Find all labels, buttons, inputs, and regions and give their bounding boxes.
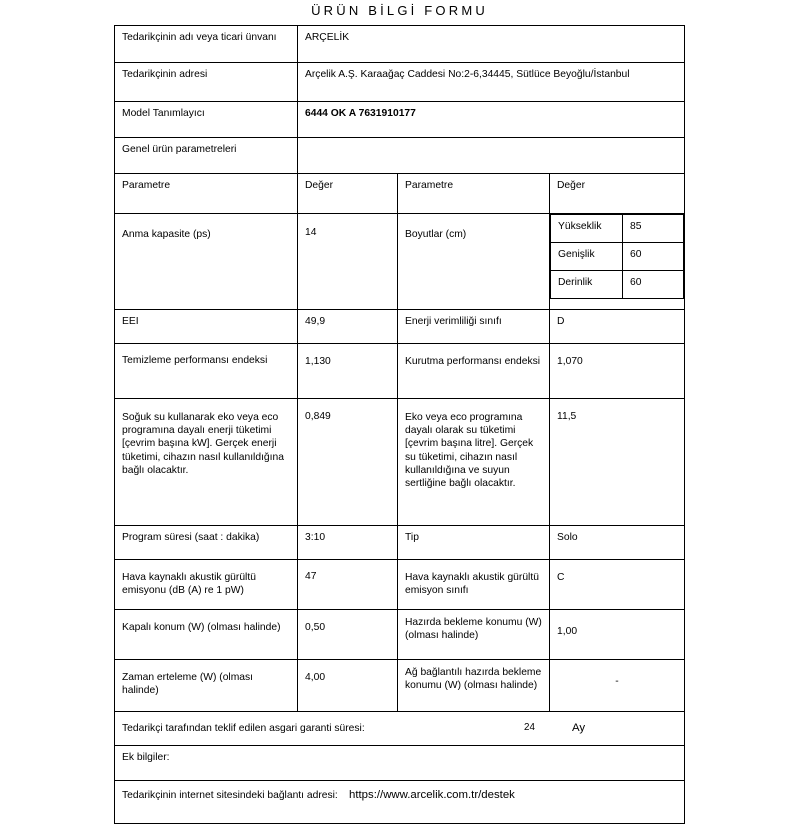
dimensions-label: Boyutlar (cm) xyxy=(397,213,550,310)
supplier-name-value: ARÇELİK xyxy=(296,25,686,63)
table-row-off-mode: Kapalı konum (W) (olması halinde) 0,50 H… xyxy=(114,609,686,660)
table-row-performance: Temizleme performansı endeksi 1,130 Kuru… xyxy=(114,343,686,399)
table-row-consumption: Soğuk su kullanarak eko veya eco program… xyxy=(114,398,686,526)
off-mode-value: 0,50 xyxy=(297,609,398,660)
table-row-delay-start: Zaman erteleme (W) (olması halinde) 4,00… xyxy=(114,659,686,712)
supplier-address-label: Tedarikçinin adresi xyxy=(114,62,298,102)
warranty-value: 24 xyxy=(524,722,535,733)
table-row-website-link: Tedarikçinin internet sitesindeki bağlan… xyxy=(113,780,686,824)
eei-label: EEI xyxy=(114,309,298,344)
dimension-depth-value: 60 xyxy=(622,270,685,299)
page-title: ÜRÜN BİLGİ FORMU xyxy=(311,3,488,18)
dimension-row-depth: Derinlik 60 xyxy=(549,270,685,299)
warranty-cell: Tedarikçi tarafından teklif edilen asgar… xyxy=(113,711,686,746)
dimension-row-width: Genişlik 60 xyxy=(549,242,685,271)
header-value-left: Değer xyxy=(297,173,398,214)
drying-performance-value: 1,070 xyxy=(548,343,686,399)
header-parameter-right: Parametre xyxy=(397,173,550,214)
table-row-supplier-address: Tedarikçinin adresi Arçelik A.Ş. Karaağa… xyxy=(114,62,686,102)
capacity-value: 14 xyxy=(297,213,398,310)
website-link-label: Tedarikçinin internet sitesindeki bağlan… xyxy=(122,790,338,801)
noise-emission-value: 47 xyxy=(297,559,398,610)
energy-class-value: D xyxy=(548,309,686,344)
table-row-noise: Hava kaynaklı akustik gürültü emisyonu (… xyxy=(114,559,686,610)
delay-start-value: 4,00 xyxy=(297,659,398,712)
dimension-width-value: 60 xyxy=(622,242,685,271)
product-information-table: Tedarikçinin adı veya ticari ünvanı ARÇE… xyxy=(113,25,686,824)
eei-value: 49,9 xyxy=(297,309,398,344)
supplier-name-label: Tedarikçinin adı veya ticari ünvanı xyxy=(114,25,298,63)
supplier-address-value: Arçelik A.Ş. Karaağaç Caddesi No:2-6,344… xyxy=(296,62,686,102)
website-link-cell: Tedarikçinin internet sitesindeki bağlan… xyxy=(113,780,686,824)
table-row-supplier-name: Tedarikçinin adı veya ticari ünvanı ARÇE… xyxy=(114,25,686,63)
dimension-row-height: Yükseklik 85 xyxy=(549,214,685,243)
cleaning-performance-label: Temizleme performansı endeksi xyxy=(114,343,298,399)
table-row-duration: Program süresi (saat : dakika) 3:10 Tip … xyxy=(114,525,686,560)
standby-mode-value: 1,00 xyxy=(548,609,686,660)
water-consumption-value: 11,5 xyxy=(548,398,686,526)
extra-info-label: Ek bilgiler: xyxy=(113,745,686,781)
header-value-right: Değer xyxy=(548,173,686,214)
networked-standby-value: - xyxy=(548,659,686,712)
table-row-capacity: Anma kapasite (ps) 14 Boyutlar (cm) Yüks… xyxy=(114,213,686,310)
type-value: Solo xyxy=(548,525,686,560)
standby-mode-label: Hazırda bekleme konumu (W) (olması halin… xyxy=(397,609,550,660)
dimension-depth-label: Derinlik xyxy=(549,270,624,299)
warranty-line: Tedarikçi tarafından teklif edilen asgar… xyxy=(122,722,677,736)
type-label: Tip xyxy=(397,525,550,560)
dimensions-subtable-cell: Yükseklik 85 Genişlik 60 Derinlik 60 xyxy=(548,213,686,310)
table-row-model: Model Tanımlayıcı 6444 OK A 7631910177 xyxy=(114,101,686,138)
program-duration-label: Program süresi (saat : dakika) xyxy=(114,525,298,560)
noise-emission-label: Hava kaynaklı akustik gürültü emisyonu (… xyxy=(114,559,298,610)
dimensions-subtable: Yükseklik 85 Genişlik 60 Derinlik 60 xyxy=(549,214,685,299)
warranty-unit: Ay xyxy=(572,722,586,734)
water-consumption-label: Eko veya eco programına dayalı olarak su… xyxy=(397,398,550,526)
off-mode-label: Kapalı konum (W) (olması halinde) xyxy=(114,609,298,660)
model-label: Model Tanımlayıcı xyxy=(114,101,298,138)
dimension-height-label: Yükseklik xyxy=(549,214,624,243)
energy-class-label: Enerji verimliliği sınıfı xyxy=(397,309,550,344)
header-parameter-left: Parametre xyxy=(114,173,298,214)
table-row-extra-info: Ek bilgiler: xyxy=(113,745,686,781)
website-link-value[interactable]: https://www.arcelik.com.tr/destek xyxy=(349,789,515,801)
energy-consumption-label: Soğuk su kullanarak eko veya eco program… xyxy=(114,398,298,526)
general-parameters-blank xyxy=(296,137,686,174)
table-row-eei: EEI 49,9 Enerji verimliliği sınıfı D xyxy=(114,309,686,344)
model-value: 6444 OK A 7631910177 xyxy=(296,101,686,138)
table-row-column-headers: Parametre Değer Parametre Değer xyxy=(114,173,686,214)
noise-class-value: C xyxy=(548,559,686,610)
dimension-height-value: 85 xyxy=(622,214,685,243)
table-row-warranty: Tedarikçi tarafından teklif edilen asgar… xyxy=(113,711,686,746)
general-parameters-label: Genel ürün parametreleri xyxy=(114,137,298,174)
cleaning-performance-value: 1,130 xyxy=(297,343,398,399)
energy-consumption-value: 0,849 xyxy=(297,398,398,526)
capacity-label: Anma kapasite (ps) xyxy=(114,213,298,310)
program-duration-value: 3:10 xyxy=(297,525,398,560)
delay-start-label: Zaman erteleme (W) (olması halinde) xyxy=(114,659,298,712)
table-row-general-parameters: Genel ürün parametreleri xyxy=(114,137,686,174)
warranty-label: Tedarikçi tarafından teklif edilen asgar… xyxy=(122,723,365,734)
noise-class-label: Hava kaynaklı akustik gürültü emisyon sı… xyxy=(397,559,550,610)
networked-standby-label: Ağ bağlantılı hazırda bekleme konumu (W)… xyxy=(397,659,550,712)
drying-performance-label: Kurutma performansı endeksi xyxy=(397,343,550,399)
dimension-width-label: Genişlik xyxy=(549,242,624,271)
